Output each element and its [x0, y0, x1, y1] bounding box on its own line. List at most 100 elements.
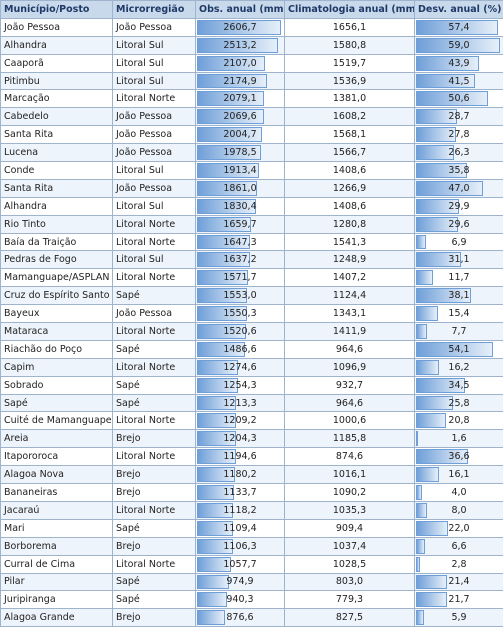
- table-cell: Sapé: [112, 590, 196, 610]
- cell-text: Litoral Sul: [116, 57, 164, 69]
- cell-text: Areia: [4, 433, 29, 445]
- cell-text: Brejo: [116, 540, 141, 552]
- cell-text: Brejo: [116, 486, 141, 498]
- table-cell: Sapé: [112, 375, 196, 395]
- cell-text: Litoral Sul: [116, 254, 164, 266]
- table-row: Pilar Sapé 974,9 803,0 21,4: [0, 572, 503, 592]
- table-cell: 21,7: [414, 590, 503, 610]
- data-bar: [197, 55, 266, 71]
- data-bar: [197, 502, 234, 518]
- table-cell: Sapé: [0, 393, 113, 413]
- table-cell: 1213,3: [195, 393, 285, 413]
- cell-text: Litoral Norte: [116, 218, 176, 230]
- table-cell: 1381,0: [284, 89, 415, 109]
- table-row: Lucena João Pessoa 1978,5 1566,7 26,3: [0, 143, 503, 163]
- cell-text: 35,8: [448, 164, 470, 176]
- table-cell: 1254,3: [195, 375, 285, 395]
- table-cell: Bayeux: [0, 304, 113, 324]
- table-row: Alhandra Litoral Sul 2513,2 1580,8 59,0: [0, 35, 503, 55]
- data-bar: [197, 431, 237, 447]
- table-cell: 7,7: [414, 322, 503, 341]
- table-cell: 1248,9: [284, 250, 415, 270]
- cell-text: 1580,8: [332, 39, 367, 51]
- cell-text: Baía da Traição: [4, 236, 77, 248]
- table-row: Conde Litoral Sul 1913,4 1408,6 35,8: [0, 161, 503, 180]
- data-bar: [197, 324, 247, 339]
- cell-text: 1204,3: [223, 433, 257, 445]
- cell-text: Litoral Norte: [116, 558, 176, 570]
- table-cell: Litoral Sul: [112, 250, 196, 270]
- cell-text: Sapé: [116, 397, 140, 409]
- table-cell: Litoral Norte: [112, 411, 196, 431]
- table-cell: 29,6: [414, 214, 503, 234]
- cell-text: 2174,9: [223, 75, 257, 87]
- table-cell: 35,8: [414, 161, 503, 180]
- table-row: Itapororoca Litoral Norte 1194,6 874,6 36,6: [0, 447, 503, 467]
- table-cell: 26,3: [414, 143, 503, 163]
- table-cell: 1185,8: [284, 429, 415, 449]
- table-cell: João Pessoa: [112, 178, 196, 198]
- cell-text: 34,5: [448, 379, 470, 391]
- data-bar: [416, 234, 426, 250]
- data-bar: [416, 592, 448, 608]
- data-bar: [197, 198, 257, 214]
- table-cell: Sapé: [112, 572, 196, 592]
- cell-text: Mari: [4, 522, 25, 534]
- cell-text: 31,1: [448, 254, 470, 266]
- data-bar: [416, 91, 489, 107]
- data-bar: [416, 377, 466, 393]
- cell-text: 1571,7: [223, 272, 257, 284]
- table-cell: Litoral Sul: [112, 35, 196, 55]
- cell-text: Litoral Norte: [116, 236, 176, 248]
- table-cell: 2107,0: [195, 53, 285, 73]
- cell-text: 1408,6: [332, 200, 367, 212]
- table-cell: 1647,3: [195, 232, 285, 252]
- cell-text: 25,8: [448, 397, 470, 409]
- table-cell: Brejo: [112, 465, 196, 485]
- table-cell: 1411,9: [284, 322, 415, 341]
- table-cell: Mataraca: [0, 322, 113, 341]
- table-cell: 1016,1: [284, 465, 415, 485]
- data-bar: [197, 216, 251, 232]
- table-cell: Litoral Norte: [112, 554, 196, 574]
- cell-text: 1913,4: [223, 164, 257, 176]
- cell-text: Litoral Norte: [116, 451, 176, 463]
- cell-text: 7,7: [451, 325, 467, 337]
- table-cell: Litoral Norte: [112, 232, 196, 252]
- table-cell: 1486,6: [195, 339, 285, 359]
- cell-text: 827,5: [335, 612, 364, 624]
- table-cell: Mamanguape/ASPLAN: [0, 268, 113, 288]
- table-cell: 2606,7: [195, 17, 285, 37]
- cell-text: 43,9: [448, 57, 470, 69]
- table-cell: 1656,1: [284, 17, 415, 37]
- table-cell: João Pessoa: [112, 17, 196, 37]
- cell-text: 38,1: [448, 290, 470, 302]
- table-cell: Santa Rita: [0, 178, 113, 198]
- cell-text: 2,8: [451, 558, 467, 570]
- table-cell: 1090,2: [284, 483, 415, 502]
- table-row: Areia Brejo 1204,3 1185,8 1,6: [0, 429, 503, 449]
- cell-text: 5,9: [451, 612, 467, 624]
- table-cell: João Pessoa: [112, 143, 196, 163]
- data-bar: [416, 413, 446, 429]
- cell-text: Litoral Norte: [116, 272, 176, 284]
- cell-text: Mataraca: [4, 325, 49, 337]
- table-cell: 29,9: [414, 196, 503, 216]
- cell-text: 1266,9: [332, 182, 367, 194]
- cell-text: Alhandra: [4, 200, 47, 212]
- data-bar: [197, 91, 265, 107]
- cell-text: 1037,4: [332, 540, 367, 552]
- cell-text: 22,0: [448, 522, 470, 534]
- table-cell: Litoral Norte: [112, 322, 196, 341]
- data-bar: [416, 109, 458, 125]
- cell-text: 1254,3: [223, 379, 257, 391]
- table-cell: Caaporã: [0, 53, 113, 73]
- data-bar: [197, 538, 233, 554]
- data-bar: [416, 431, 419, 447]
- table-cell: 1109,4: [195, 518, 285, 538]
- cell-text: 2004,7: [223, 129, 257, 141]
- data-bar: [416, 395, 453, 411]
- table-cell: 2079,1: [195, 89, 285, 109]
- table-row: Pedras de Fogo Litoral Sul 1637,2 1248,9 31,…: [0, 250, 503, 270]
